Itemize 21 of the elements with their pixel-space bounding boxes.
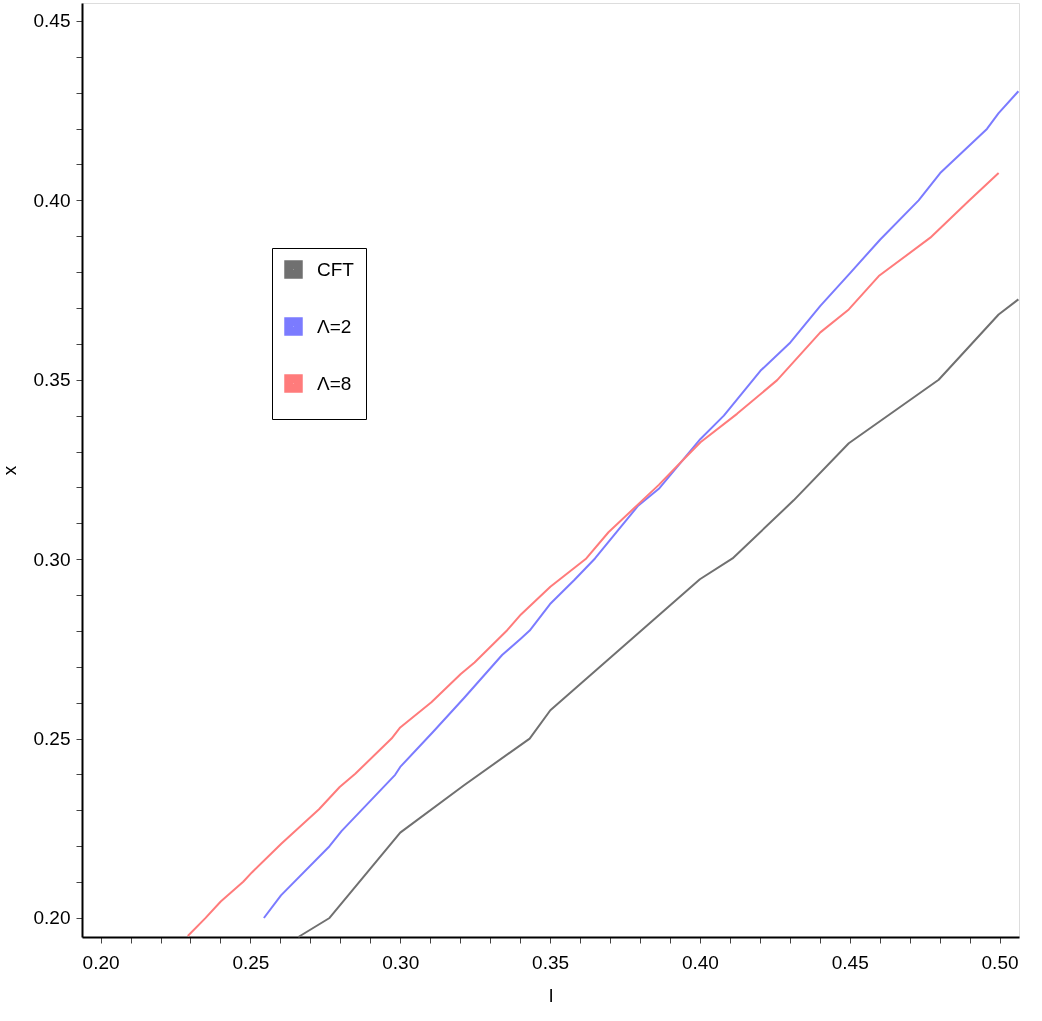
legend-label: CFT — [317, 258, 355, 280]
y-tick-label: 0.20 — [33, 907, 71, 929]
line-series — [262, 90, 1020, 919]
y-tick-label: 0.35 — [33, 369, 71, 391]
y-tick-label: 0.25 — [33, 728, 71, 750]
x-axis-title: l — [548, 984, 554, 1006]
x-tick-label: 0.30 — [382, 951, 420, 973]
x-tick-label: 0.40 — [681, 951, 719, 973]
y-tick-label: 0.40 — [33, 189, 71, 211]
y-tick-label: 0.30 — [33, 548, 71, 570]
x-tick-label: 0.50 — [981, 951, 1019, 973]
x-tick-label: 0.35 — [532, 951, 570, 973]
line-series — [297, 298, 1020, 938]
x-tick-label: 0.45 — [831, 951, 869, 973]
legend-label: Λ=8 — [317, 372, 352, 394]
line-series — [186, 172, 1000, 937]
legend-label: Λ=2 — [317, 315, 352, 337]
y-tick-label: 0.45 — [33, 10, 71, 32]
x-tick-label: 0.20 — [82, 951, 120, 973]
y-axis-title: x — [0, 465, 20, 476]
x-tick-label: 0.25 — [232, 951, 270, 973]
